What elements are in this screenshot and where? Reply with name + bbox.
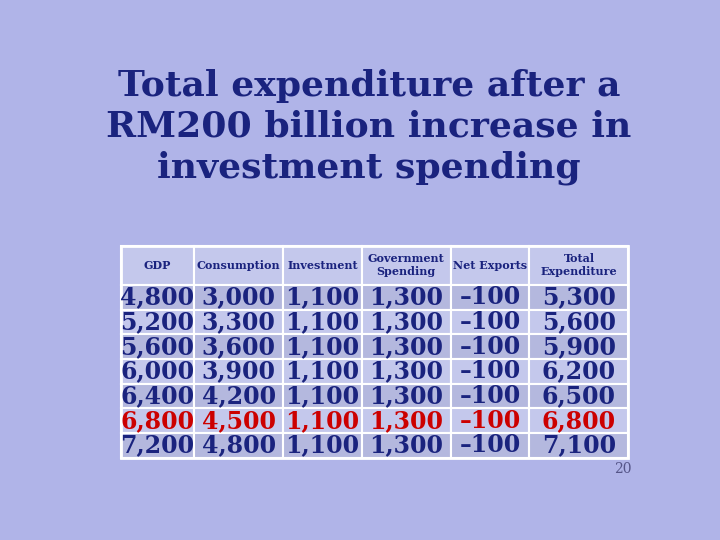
Text: Net Exports: Net Exports <box>453 260 527 271</box>
Text: 6,500: 6,500 <box>542 384 616 408</box>
Text: 1,100: 1,100 <box>285 286 359 309</box>
Text: 6,000: 6,000 <box>120 360 194 383</box>
Text: –100: –100 <box>459 286 521 309</box>
Text: Government
Spending: Government Spending <box>368 253 445 278</box>
Bar <box>194 334 283 359</box>
Text: 1,100: 1,100 <box>285 409 359 433</box>
Text: –100: –100 <box>459 360 521 383</box>
Bar <box>451 384 529 408</box>
Text: 3,600: 3,600 <box>202 335 276 359</box>
Bar <box>362 334 451 359</box>
Text: 4,200: 4,200 <box>202 384 276 408</box>
Bar <box>362 384 451 408</box>
Text: –100: –100 <box>459 409 521 433</box>
Text: Total
Expenditure: Total Expenditure <box>541 253 617 278</box>
Text: –100: –100 <box>459 434 521 457</box>
Text: 1,100: 1,100 <box>285 310 359 334</box>
Text: –100: –100 <box>459 384 521 408</box>
Text: 6,400: 6,400 <box>120 384 194 408</box>
Text: 1,300: 1,300 <box>369 286 444 309</box>
Bar <box>121 433 194 458</box>
Bar <box>451 334 529 359</box>
Text: 1,100: 1,100 <box>285 335 359 359</box>
Bar <box>529 384 629 408</box>
Text: Investment: Investment <box>287 260 358 271</box>
Bar <box>283 433 362 458</box>
Text: –100: –100 <box>459 335 521 359</box>
Bar <box>451 359 529 384</box>
Text: 6,800: 6,800 <box>120 409 194 433</box>
Bar <box>529 359 629 384</box>
Bar <box>451 246 529 285</box>
Bar <box>283 334 362 359</box>
Bar <box>362 310 451 334</box>
Bar <box>362 408 451 433</box>
Text: 1,300: 1,300 <box>369 434 444 457</box>
Bar <box>529 310 629 334</box>
Bar <box>529 334 629 359</box>
Text: 3,900: 3,900 <box>202 360 276 383</box>
Text: 7,200: 7,200 <box>120 434 194 457</box>
Bar <box>451 310 529 334</box>
Bar <box>121 246 629 458</box>
Bar <box>194 408 283 433</box>
Bar <box>194 310 283 334</box>
Text: 5,900: 5,900 <box>542 335 616 359</box>
Text: 6,200: 6,200 <box>542 360 616 383</box>
Bar <box>194 433 283 458</box>
Bar <box>362 433 451 458</box>
Text: –100: –100 <box>459 310 521 334</box>
Text: 4,800: 4,800 <box>120 286 194 309</box>
Bar <box>121 285 194 310</box>
Bar <box>194 285 283 310</box>
Bar <box>362 359 451 384</box>
Bar <box>451 433 529 458</box>
Bar <box>283 384 362 408</box>
Bar <box>529 285 629 310</box>
Text: 5,600: 5,600 <box>120 335 194 359</box>
Bar <box>194 359 283 384</box>
Text: 1,100: 1,100 <box>285 360 359 383</box>
Text: Total expenditure after a
RM200 billion increase in
investment spending: Total expenditure after a RM200 billion … <box>107 69 631 185</box>
Bar <box>194 246 283 285</box>
Bar <box>529 408 629 433</box>
Text: 1,300: 1,300 <box>369 335 444 359</box>
Text: 1,300: 1,300 <box>369 360 444 383</box>
Bar <box>121 408 194 433</box>
Text: 1,300: 1,300 <box>369 384 444 408</box>
Bar <box>529 246 629 285</box>
Bar <box>121 359 194 384</box>
Bar <box>283 310 362 334</box>
Bar <box>283 285 362 310</box>
Text: Consumption: Consumption <box>197 260 281 271</box>
Text: 5,200: 5,200 <box>120 310 194 334</box>
Bar <box>283 359 362 384</box>
Text: 6,800: 6,800 <box>542 409 616 433</box>
Text: 3,000: 3,000 <box>202 286 276 309</box>
Bar <box>121 384 194 408</box>
Bar <box>194 384 283 408</box>
Bar <box>283 246 362 285</box>
Text: 4,500: 4,500 <box>202 409 276 433</box>
Text: 4,800: 4,800 <box>202 434 276 457</box>
Text: 1,300: 1,300 <box>369 409 444 433</box>
Text: 5,600: 5,600 <box>542 310 616 334</box>
Text: GDP: GDP <box>144 260 171 271</box>
Bar <box>121 334 194 359</box>
Bar <box>529 433 629 458</box>
Text: 5,300: 5,300 <box>542 286 616 309</box>
Text: 1,100: 1,100 <box>285 434 359 457</box>
Text: 20: 20 <box>613 462 631 476</box>
Text: 1,100: 1,100 <box>285 384 359 408</box>
Bar <box>283 408 362 433</box>
Bar <box>451 408 529 433</box>
Bar <box>362 285 451 310</box>
Bar <box>362 246 451 285</box>
Text: 1,300: 1,300 <box>369 310 444 334</box>
Bar <box>121 246 194 285</box>
Text: 7,100: 7,100 <box>542 434 616 457</box>
Bar <box>451 285 529 310</box>
Bar <box>121 310 194 334</box>
Text: 3,300: 3,300 <box>202 310 276 334</box>
